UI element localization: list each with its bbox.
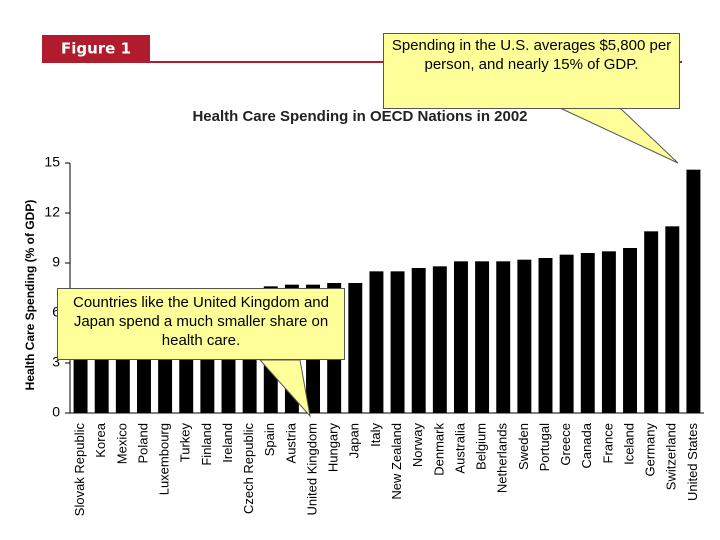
bar bbox=[496, 261, 511, 413]
bar bbox=[348, 283, 363, 413]
x-tick-label: Italy bbox=[368, 423, 383, 447]
y-tick-label: 0 bbox=[52, 404, 60, 420]
y-tick-label: 9 bbox=[52, 254, 60, 270]
bar bbox=[665, 226, 680, 413]
x-tick-label: Switzerland bbox=[664, 423, 679, 490]
figure-label: Figure 1 bbox=[61, 40, 131, 58]
x-tick-label: Greece bbox=[558, 423, 573, 466]
x-tick-label: United Kingdom bbox=[304, 423, 319, 516]
bar bbox=[453, 261, 468, 413]
y-tick-label: 15 bbox=[44, 154, 60, 170]
bar bbox=[580, 253, 595, 413]
x-tick-label: Czech Republic bbox=[241, 423, 256, 515]
x-tick-label: Mexico bbox=[114, 423, 129, 464]
bar bbox=[475, 261, 490, 413]
x-tick-label: Germany bbox=[643, 423, 658, 477]
bar bbox=[411, 268, 426, 413]
x-tick-label: Austria bbox=[283, 422, 298, 463]
x-tick-label: United States bbox=[685, 423, 700, 502]
x-tick-label: Sweden bbox=[516, 423, 531, 470]
figure-label-box bbox=[42, 35, 150, 63]
bar bbox=[538, 258, 553, 413]
bar bbox=[686, 169, 701, 413]
x-tick-label: Netherlands bbox=[495, 423, 510, 494]
bar bbox=[517, 259, 532, 413]
bar bbox=[390, 271, 405, 413]
x-tick-label: Turkey bbox=[178, 423, 193, 463]
x-tick-label: Finland bbox=[199, 423, 214, 466]
x-tick-label: Australia bbox=[452, 422, 467, 473]
annotation: Spending in the U.S. averages $5,800 per… bbox=[383, 33, 680, 109]
callout-pointer bbox=[559, 107, 679, 164]
x-tick-label: Korea bbox=[93, 422, 108, 457]
x-tick-label: Poland bbox=[135, 423, 150, 463]
x-tick-label: Luxembourg bbox=[157, 423, 172, 495]
y-tick-label: 3 bbox=[52, 354, 60, 370]
x-tick-label: Denmark bbox=[431, 423, 446, 476]
bar bbox=[644, 231, 659, 413]
x-tick-label: New Zealand bbox=[389, 423, 404, 500]
x-tick-label: Hungary bbox=[326, 423, 341, 473]
x-tick-label: Iceland bbox=[621, 423, 636, 465]
x-tick-label: Belgium bbox=[474, 423, 489, 470]
bar bbox=[369, 271, 384, 413]
x-tick-label: Spain bbox=[262, 423, 277, 456]
bar bbox=[601, 251, 616, 413]
x-tick-label: Ireland bbox=[220, 423, 235, 463]
callout-pointer bbox=[258, 359, 311, 418]
bar bbox=[432, 266, 447, 413]
x-tick-label: Canada bbox=[579, 422, 594, 468]
y-tick-label: 12 bbox=[44, 204, 60, 220]
x-tick-label: Norway bbox=[410, 423, 425, 468]
annotation: Countries like the United Kingdom and Ja… bbox=[57, 288, 345, 360]
y-tick-label: 6 bbox=[52, 304, 60, 320]
x-tick-label: Slovak Republic bbox=[72, 423, 87, 517]
bar bbox=[559, 254, 574, 413]
chart-title: Health Care Spending in OECD Nations in … bbox=[192, 108, 527, 125]
x-tick-label: France bbox=[600, 423, 615, 463]
x-tick-label: Portugal bbox=[537, 423, 552, 472]
y-axis-label: Health Care Spending (% of GDP) bbox=[23, 200, 37, 391]
x-tick-label: Japan bbox=[347, 423, 362, 458]
bar bbox=[623, 248, 638, 413]
